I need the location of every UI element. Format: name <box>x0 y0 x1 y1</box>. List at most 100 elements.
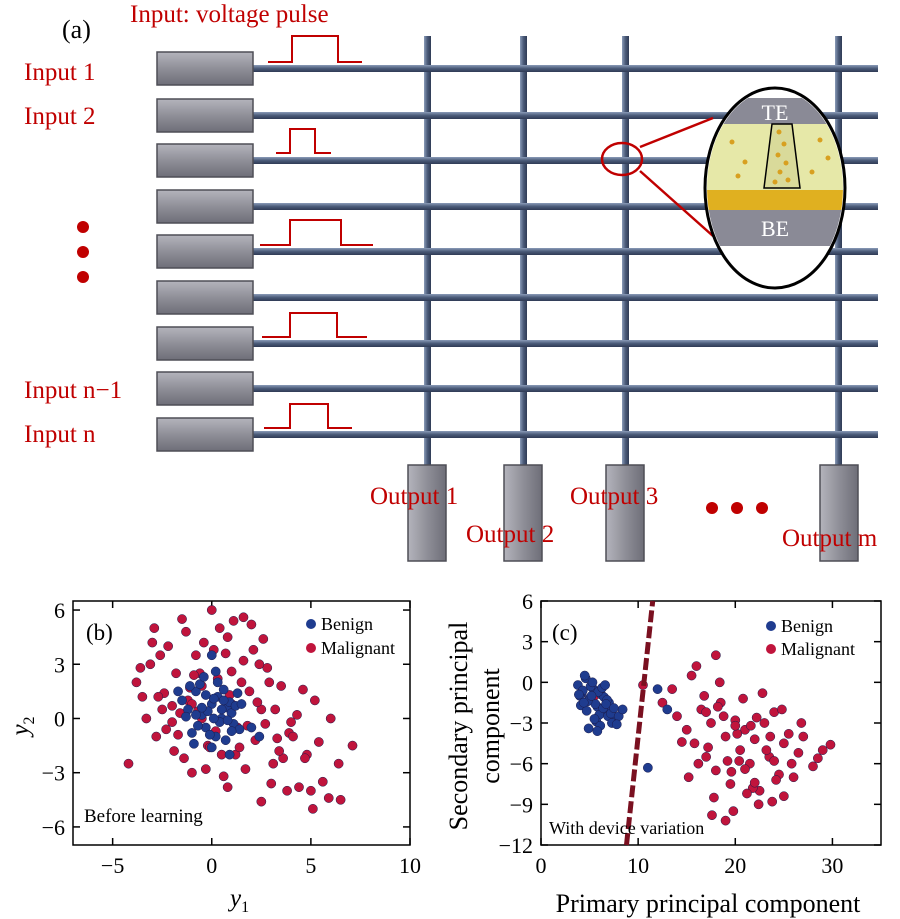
panel-a: (a) Input: voltage pulse <box>24 1 878 562</box>
benign-point <box>189 738 199 749</box>
malignant-point <box>686 670 697 681</box>
malignant-point <box>135 663 146 673</box>
input-label-n-1: Input n−1 <box>24 377 122 404</box>
malignant-point <box>153 691 164 702</box>
malignant-point <box>131 677 142 688</box>
x-tick-label: −5 <box>101 853 124 878</box>
legend-marker-benign-c <box>766 621 776 631</box>
malignant-point <box>276 681 286 691</box>
malignant-point <box>726 766 737 777</box>
malignant-point <box>246 619 257 630</box>
input-driver-box <box>156 51 254 86</box>
output-sensors <box>407 464 859 562</box>
malignant-point <box>260 719 271 729</box>
crosspoint-highlight <box>600 141 644 177</box>
malignant-point <box>161 724 172 735</box>
device-zoom: TE BE <box>600 86 847 290</box>
malignant-point <box>711 765 721 776</box>
malignant-point <box>709 792 719 803</box>
benign-point <box>210 666 221 677</box>
malignant-point <box>796 718 807 728</box>
malignant-point <box>761 745 772 755</box>
benign-point <box>611 719 622 730</box>
malignant-point <box>681 724 692 735</box>
malignant-point <box>228 616 239 626</box>
malignant-point <box>254 659 265 670</box>
malignant-point <box>262 663 273 673</box>
malignant-point <box>738 693 748 704</box>
voltage-pulse <box>276 128 331 154</box>
malignant-point <box>728 806 739 816</box>
benign-point <box>224 749 235 760</box>
y-tick-label: −9 <box>510 792 533 817</box>
input-driver-box <box>156 98 254 133</box>
voltage-pulse <box>268 35 362 63</box>
y-tick-label: −3 <box>510 711 533 736</box>
benign-point <box>581 705 592 716</box>
malignant-point <box>145 659 156 670</box>
legend-marker-benign <box>306 619 316 629</box>
malignant-point <box>286 717 296 727</box>
x-axis-label-b: y1 <box>227 885 249 916</box>
x-tick-label: 20 <box>724 853 746 878</box>
malignant-point <box>712 701 723 712</box>
output-box-m <box>819 464 859 562</box>
malignant-point <box>282 785 292 796</box>
panel-c-label: (c) <box>552 620 578 645</box>
x-tick-label: 0 <box>206 853 217 878</box>
output-box-1 <box>407 464 447 562</box>
malignant-point <box>699 691 710 701</box>
input-driver-box <box>156 371 254 406</box>
malignant-point <box>200 764 211 774</box>
voltage-pulses <box>260 35 373 429</box>
panel-b-label: (b) <box>86 620 113 645</box>
y-axis-label-b-text: y2 <box>7 716 38 738</box>
row-wire <box>250 385 878 392</box>
benign-point <box>177 695 187 706</box>
malignant-point <box>300 753 310 764</box>
voltage-pulse <box>262 312 367 338</box>
malignant-point <box>149 623 160 633</box>
benign-point <box>662 704 673 715</box>
malignant-point <box>137 691 148 702</box>
malignant-point <box>163 641 174 652</box>
row-wire <box>250 431 878 438</box>
malignant-point <box>740 764 750 774</box>
malignant-point <box>749 734 760 745</box>
plot-c-points <box>573 650 836 826</box>
malignant-point <box>244 686 255 697</box>
malignant-point <box>157 704 168 715</box>
y-axis-label-c-group: Secondary principal component <box>444 622 505 831</box>
malignant-point <box>317 776 328 787</box>
legend-label-benign: Benign <box>321 614 373 634</box>
input-label-2: Input 2 <box>24 103 96 130</box>
x-tick-label: 30 <box>821 853 843 878</box>
malignant-point <box>248 644 259 655</box>
bottom-electrode <box>707 210 843 246</box>
malignant-point <box>657 697 668 708</box>
malignant-point <box>187 767 197 778</box>
malignant-point <box>798 731 809 742</box>
benign-point <box>226 726 237 736</box>
output-label-3: Output 3 <box>570 483 658 510</box>
plot-b-annotation: Before learning <box>84 806 203 827</box>
plot-b-legend: Benign Malignant <box>306 614 395 658</box>
malignant-point <box>147 637 158 648</box>
bottom-layer <box>707 190 843 210</box>
malignant-point <box>335 794 346 805</box>
row-wire <box>250 203 878 210</box>
malignant-point <box>309 695 320 706</box>
benign-point <box>187 728 197 738</box>
malignant-point <box>123 758 134 769</box>
malignant-point <box>725 779 736 789</box>
malignant-point <box>779 791 789 802</box>
plot-b-ticks: −5 0 5 10 −6 −3 0 3 6 <box>42 598 421 878</box>
x-tick-label: 10 <box>399 853 421 878</box>
malignant-point <box>218 771 229 782</box>
malignant-point <box>703 742 713 753</box>
benign-point <box>600 680 610 690</box>
benign-point <box>574 689 584 700</box>
y-tick-label: 3 <box>522 630 533 655</box>
benign-point <box>193 720 203 731</box>
